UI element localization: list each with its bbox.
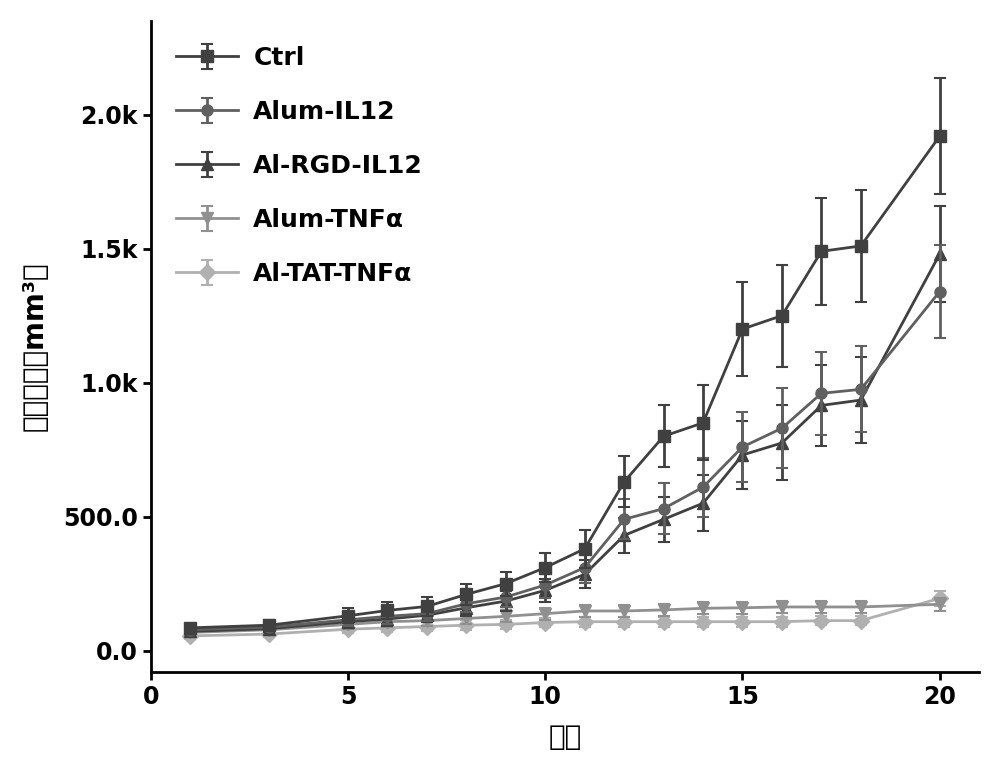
Y-axis label: 肝癌体积（mm³）: 肝癌体积（mm³） [21,262,49,432]
X-axis label: 天数: 天数 [548,723,582,751]
Legend: Ctrl, Alum-IL12, Al-RGD-IL12, Alum-TNFα, Al-TAT-TNFα: Ctrl, Alum-IL12, Al-RGD-IL12, Alum-TNFα,… [163,33,436,298]
